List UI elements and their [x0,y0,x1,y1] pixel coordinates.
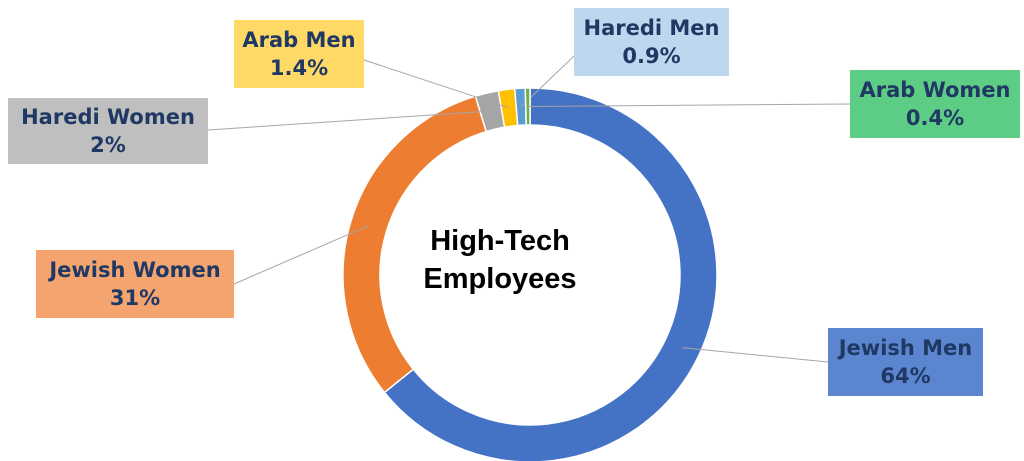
label-name: Arab Women [859,78,1011,102]
data-label: Haredi Men 0.9% [574,8,729,76]
label-value: 0.9% [622,44,681,68]
slice [524,87,531,126]
data-label: Jewish Men 64% [828,328,983,396]
slice [383,87,718,461]
leader-line [527,103,851,108]
leader-line [363,59,509,109]
data-label: Arab Men 1.4% [234,20,364,88]
label-name: Haredi Men [583,16,720,40]
label-name: Jewish Men [838,336,973,360]
label-value: 0.4% [905,106,965,130]
label-name: Arab Men [242,28,356,52]
label-value: 1.4% [269,56,329,80]
label-name: Jewish Women [49,258,221,282]
label-value: 64% [880,364,931,388]
data-label: Jewish Women 31% [36,250,234,318]
chart-title: High-Tech Employees [423,225,577,295]
label-value: 2% [90,133,126,157]
data-label: Arab Women 0.4% [850,70,1020,138]
label-name: Haredi Women [21,105,195,129]
data-label: Haredi Women 2% [8,98,208,164]
leader-line [681,347,829,363]
label-value: 31% [109,286,161,310]
leader-line [233,225,370,285]
leader-line [207,110,492,131]
